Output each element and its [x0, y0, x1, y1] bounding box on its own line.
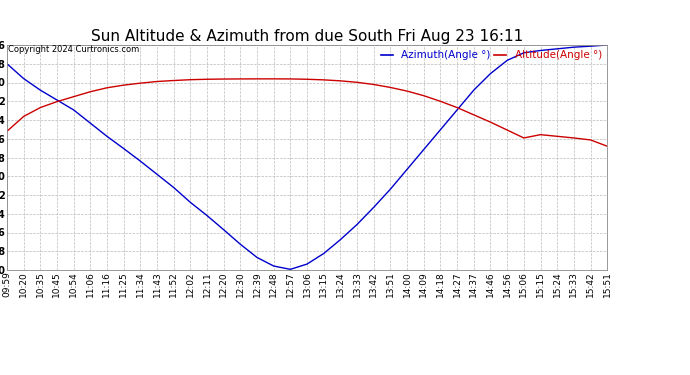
Legend: Azimuth(Angle °), Altitude(Angle °): Azimuth(Angle °), Altitude(Angle °) [377, 46, 606, 64]
Text: Copyright 2024 Curtronics.com: Copyright 2024 Curtronics.com [8, 45, 139, 54]
Title: Sun Altitude & Azimuth from due South Fri Aug 23 16:11: Sun Altitude & Azimuth from due South Fr… [91, 29, 523, 44]
